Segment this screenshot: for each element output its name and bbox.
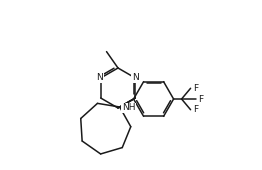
Text: N: N bbox=[96, 73, 103, 82]
Text: F: F bbox=[194, 105, 199, 114]
Text: F: F bbox=[194, 84, 199, 93]
Text: NH: NH bbox=[122, 104, 135, 113]
Text: N: N bbox=[132, 73, 139, 82]
Text: F: F bbox=[199, 95, 204, 104]
